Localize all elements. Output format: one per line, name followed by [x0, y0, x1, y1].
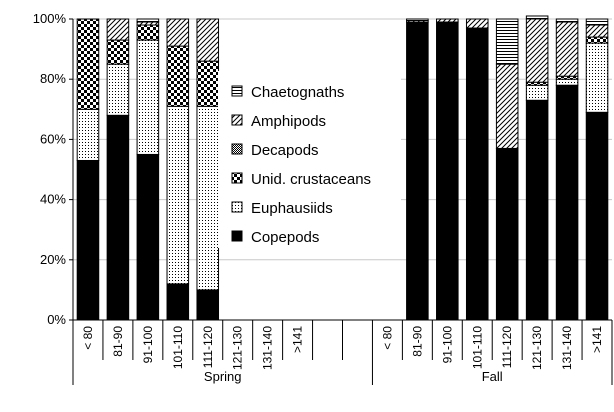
x-category-label: 91-100: [141, 326, 155, 364]
legend-label: Amphipods: [251, 113, 326, 130]
y-tick-label: 80%: [40, 71, 66, 86]
x-category-label: < 80: [81, 326, 95, 350]
bar-segment-amphipods: [196, 18, 220, 62]
bar-segment-copepods: [106, 114, 130, 321]
y-tick-label: 100%: [33, 11, 67, 26]
group-label: Spring: [204, 369, 242, 384]
bar-segment-copepods: [585, 111, 609, 321]
bar-segment-amphipods: [525, 18, 549, 83]
bars-layer: [76, 15, 609, 321]
bar-segment-copepods: [196, 289, 220, 321]
x-category-label: >141: [590, 326, 604, 353]
bar-segment-chaetognaths: [495, 18, 519, 65]
bar-segment-amphipods: [166, 18, 190, 47]
bar-segment-unid-crustaceans: [196, 60, 220, 107]
legend-label: Unid. crustaceans: [251, 171, 371, 188]
bar-segment-amphipods: [495, 63, 519, 149]
x-category-label: 101-110: [171, 326, 185, 369]
bar-segment-chaetognaths: [136, 18, 160, 23]
x-category-label: 81-90: [410, 326, 424, 357]
x-category-label: 121-130: [231, 326, 245, 370]
bar-segment-copepods: [136, 153, 160, 321]
x-category-label: 101-110: [470, 326, 484, 369]
x-category-label: 131-140: [261, 326, 275, 370]
bar-segment-amphipods: [436, 18, 459, 23]
bar-segment-copepods: [525, 99, 549, 321]
group-label: Fall: [482, 369, 503, 384]
x-category-label: 111-120: [500, 326, 514, 369]
legend-background: [218, 71, 401, 248]
bar-segment-euphausiids: [136, 39, 160, 155]
bar-segment-euphausiids: [525, 84, 549, 101]
x-category-label: 131-140: [560, 326, 574, 370]
bar-segment-copepods: [406, 21, 429, 321]
bar-segment-unid-crustaceans: [585, 36, 609, 44]
legend-label: Copepods: [251, 229, 319, 246]
x-category-label: 111-120: [201, 326, 215, 369]
bar-segment-unid-crustaceans: [166, 45, 190, 107]
y-tick-label: 40%: [40, 192, 66, 207]
bar-segment-copepods: [495, 147, 519, 321]
x-category-label: 121-130: [530, 326, 544, 370]
bar-segment-unid-crustaceans: [136, 24, 160, 41]
axes: [72, 19, 613, 385]
legend-swatch: [231, 201, 243, 213]
y-tick-label: 0%: [47, 312, 66, 327]
x-category-label: < 80: [380, 326, 394, 350]
bar-segment-copepods: [436, 21, 459, 321]
bar-segment-euphausiids: [166, 105, 190, 285]
bar-segment-chaetognaths: [555, 18, 579, 23]
bar-segment-copepods: [555, 84, 579, 321]
bar-segment-euphausiids: [196, 105, 220, 291]
bar-segment-copepods: [465, 27, 489, 321]
bar-segment-copepods: [166, 283, 190, 321]
bar-segment-euphausiids: [76, 108, 100, 161]
group-labels: Spring Fall: [204, 369, 503, 384]
bar-segment-amphipods: [555, 21, 579, 77]
bar-segment-amphipods: [106, 18, 130, 41]
bar-segment-amphipods: [465, 18, 489, 29]
y-tick-label: 20%: [40, 252, 66, 267]
bar-segment-chaetognaths: [585, 18, 609, 26]
bar-segment-copepods: [76, 159, 100, 321]
legend-label: Decapods: [251, 142, 319, 159]
y-axis-ticks: 0% 20% 40% 60% 80% 100%: [33, 11, 73, 327]
x-category-label: 91-100: [440, 326, 454, 364]
legend-label: Chaetognaths: [251, 84, 344, 101]
legend-swatch: [231, 172, 243, 184]
legend-swatch: [231, 143, 243, 155]
x-category-label: 81-90: [111, 326, 125, 357]
bar-segment-chaetognaths: [525, 15, 549, 20]
bar-segment-unid-crustaceans: [106, 39, 130, 65]
legend-label: Euphausiids: [251, 200, 333, 217]
x-category-label: >141: [291, 326, 305, 353]
bar-segment-euphausiids: [585, 42, 609, 113]
legend-swatch: [231, 114, 243, 126]
bar-segment-euphausiids: [106, 63, 130, 116]
legend: Chaetognaths Amphipods Decapods Unid. crust…: [218, 71, 401, 248]
legend-swatch: [231, 230, 243, 242]
y-tick-label: 60%: [40, 131, 66, 146]
x-axis-categories: < 80 81-90 91-100 101-110 111-120 121-130 131-…: [81, 326, 604, 370]
bar-segment-unid-crustaceans: [76, 18, 100, 110]
legend-swatch: [231, 85, 243, 97]
bar-segment-euphausiids: [555, 78, 579, 86]
bar-segment-amphipods: [585, 24, 609, 38]
bar-segment-chaetognaths: [406, 18, 429, 22]
